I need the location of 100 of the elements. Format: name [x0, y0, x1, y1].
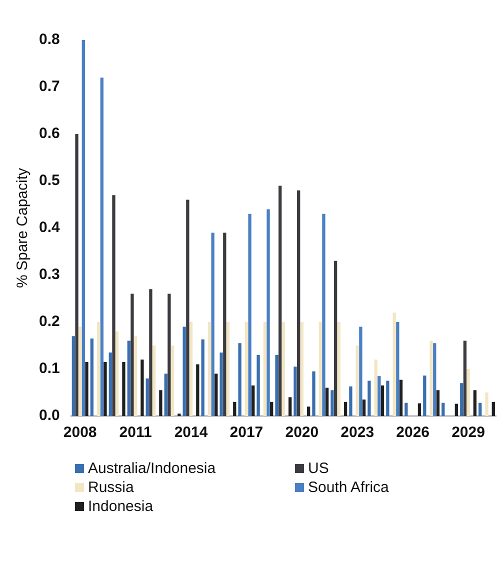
bar	[322, 214, 326, 416]
y-tick-label: 0.0	[38, 407, 60, 424]
bar	[466, 369, 470, 416]
x-tick-label: 2023	[340, 424, 374, 442]
bar	[275, 354, 278, 416]
bar	[418, 403, 422, 416]
bar	[386, 380, 390, 416]
bar	[306, 406, 310, 416]
bar	[318, 322, 322, 416]
x-tick-label: 2017	[230, 424, 264, 442]
bar	[442, 402, 445, 416]
legend-label: Australia/Indonesia	[88, 460, 216, 477]
bar	[478, 402, 482, 416]
bar	[454, 404, 458, 416]
bar	[392, 312, 396, 416]
y-tick-label: 0.3	[38, 266, 60, 284]
legend-label: Indonesia	[88, 498, 154, 515]
bar	[278, 186, 282, 416]
x-tick-label: 2014	[174, 424, 208, 442]
bar	[146, 378, 149, 416]
bar	[380, 385, 384, 416]
bar	[108, 352, 112, 416]
bar	[233, 402, 236, 416]
bar	[430, 340, 433, 416]
bar	[100, 78, 104, 416]
bar	[362, 400, 366, 416]
bar	[312, 371, 316, 416]
bar	[168, 294, 171, 416]
bar	[378, 376, 381, 416]
bar	[344, 402, 348, 416]
bar	[266, 209, 270, 416]
y-tick-label: 0.4	[38, 219, 60, 236]
bar	[115, 331, 119, 416]
bar	[159, 390, 162, 416]
x-tick-label: 2008	[63, 424, 97, 442]
bar	[238, 343, 242, 416]
y-tick-label: 0.8	[38, 31, 60, 48]
bar	[463, 340, 467, 416]
bar	[294, 366, 297, 416]
bar	[201, 339, 204, 416]
bar	[189, 322, 193, 416]
y-tick-label: 0.7	[38, 78, 60, 96]
bar	[104, 362, 107, 416]
y-tick-label: 0.2	[38, 313, 60, 330]
bar	[82, 40, 85, 416]
bar	[288, 397, 292, 416]
bar	[196, 364, 200, 416]
bar	[356, 346, 359, 416]
bar	[282, 322, 286, 416]
bar	[396, 322, 400, 416]
bar	[85, 362, 88, 416]
bar	[334, 260, 338, 416]
bar	[297, 190, 300, 416]
x-tick-label: 2011	[119, 424, 152, 442]
bar	[164, 374, 168, 416]
bar	[349, 386, 352, 416]
bar	[492, 402, 495, 416]
bar	[140, 360, 144, 416]
bar	[368, 380, 371, 416]
bar	[399, 380, 403, 416]
bar	[270, 402, 274, 416]
bar	[248, 214, 252, 416]
bar	[182, 326, 186, 416]
y-tick-label: 0.1	[38, 360, 60, 378]
bar	[330, 390, 334, 416]
bar	[325, 388, 329, 416]
bar	[97, 322, 100, 416]
bar	[223, 232, 226, 416]
bar	[127, 340, 130, 416]
bar	[122, 362, 126, 416]
bar	[134, 336, 138, 416]
x-tick-label: 2020	[285, 424, 319, 442]
bar	[208, 322, 212, 416]
x-tick-label: 2029	[452, 424, 485, 442]
bar	[220, 352, 223, 416]
legend-label: US	[308, 460, 329, 477]
bar	[72, 336, 76, 416]
legend-label: South Africa	[308, 479, 389, 496]
bar	[78, 326, 82, 416]
bar	[252, 385, 255, 416]
bar	[244, 322, 248, 416]
bar	[75, 134, 78, 416]
bar	[152, 346, 156, 416]
bar	[211, 232, 214, 416]
bar	[186, 200, 190, 416]
bar	[374, 360, 378, 416]
bar	[300, 322, 304, 416]
bar	[423, 376, 426, 416]
bar	[404, 402, 408, 416]
y-tick-label: 0.5	[38, 172, 60, 190]
bar	[337, 322, 340, 416]
y-axis-title: % Spare Capacity	[14, 167, 32, 288]
y-tick-label: 0.6	[38, 125, 60, 142]
bar	[433, 343, 436, 416]
bar	[214, 374, 218, 416]
bar	[130, 294, 134, 416]
legend-label: Russia	[88, 479, 134, 496]
bar	[473, 390, 477, 416]
bar	[90, 338, 94, 416]
bar	[436, 390, 440, 416]
